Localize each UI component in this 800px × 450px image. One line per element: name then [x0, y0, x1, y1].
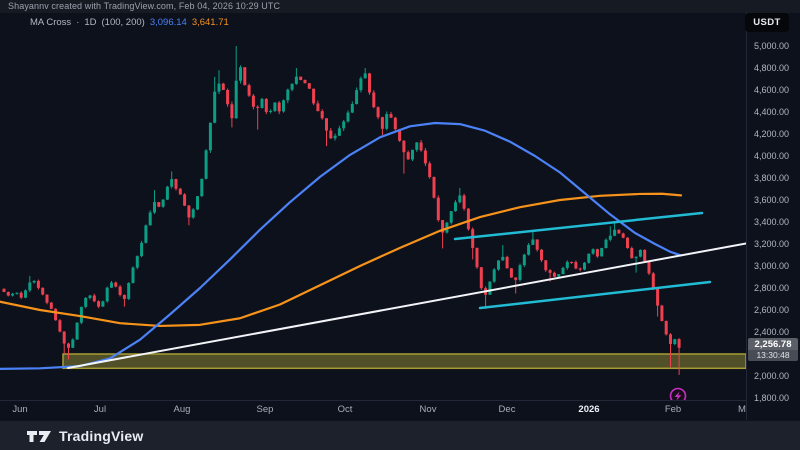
price-tick-label: 4,600.00: [754, 84, 790, 95]
legend-separator: ·: [76, 17, 80, 28]
price-tick-label: 2,000.00: [754, 370, 790, 381]
channel-lower-line[interactable]: [478, 280, 712, 310]
indicator-title: MA Cross: [30, 17, 72, 28]
price-tick-label: 1,800.00: [754, 392, 790, 403]
ma200-value: 3,641.71: [191, 17, 229, 28]
attribution-text: Shayannv created with TradingView.com, F…: [8, 1, 281, 11]
last-price-label: 2,256.78 13:30:48: [748, 337, 798, 361]
time-tick-label: Dec: [498, 404, 516, 415]
price-tick-label: 3,800.00: [754, 172, 790, 183]
ascending-trendline[interactable]: [67, 242, 747, 369]
time-scale[interactable]: Jun Jul Aug Sep Oct Nov Dec 2026 Feb M: [0, 400, 746, 421]
time-tick-label: Nov: [419, 404, 437, 415]
price-tick-label: 4,000.00: [754, 150, 790, 161]
ma100-line: [0, 121, 683, 370]
price-tick-label: 4,200.00: [754, 128, 790, 139]
price-tick-label: 2,600.00: [754, 304, 790, 315]
event-marker-lightning-icon[interactable]: [669, 387, 687, 405]
quote-currency-button[interactable]: USDT: [745, 13, 789, 32]
time-tick-label: Jun: [12, 404, 28, 415]
ma100-value: 3,096.14: [149, 17, 187, 28]
indicator-legend[interactable]: MA Cross · 1D (100, 200) 3,096.14 3,641.…: [30, 17, 229, 28]
price-tick-label: 2,800.00: [754, 282, 790, 293]
time-tick-label: Aug: [173, 404, 191, 415]
time-tick-label: Feb: [664, 404, 682, 415]
ma200-line: [0, 192, 683, 328]
time-tick-label: Jul: [93, 404, 107, 415]
price-tick-label: 5,000.00: [754, 40, 790, 51]
price-tick-label: 3,600.00: [754, 194, 790, 205]
price-tick-label: 4,800.00: [754, 62, 790, 73]
price-tick-label: 2,400.00: [754, 326, 790, 337]
price-tick-label: 3,200.00: [754, 238, 790, 249]
channel-upper-line[interactable]: [453, 211, 704, 241]
last-price-value: 2,256.78: [748, 337, 798, 350]
price-tick-label: 3,000.00: [754, 260, 790, 271]
tradingview-logo-icon: [27, 431, 51, 442]
indicator-params: (100, 200): [101, 17, 145, 28]
tradingview-logo[interactable]: TradingView: [26, 427, 143, 445]
candlestick-chart[interactable]: [0, 12, 747, 405]
support-zone[interactable]: [62, 353, 747, 370]
chart-interval: 1D: [84, 17, 97, 28]
chart-plot-area[interactable]: [0, 12, 747, 405]
price-scale[interactable]: 2,256.78 13:30:48 5,000.00 4,800.00 4,600.…: [746, 12, 800, 420]
time-tick-label: Sep: [256, 404, 274, 415]
footer-bar: TradingView: [0, 420, 800, 450]
price-tick-label: 4,400.00: [754, 106, 790, 117]
candles-group: [2, 46, 681, 375]
attribution-bar: Shayannv created with TradingView.com, F…: [0, 0, 800, 13]
price-tick-label: 3,400.00: [754, 216, 790, 227]
time-tick-label: 2026: [578, 404, 600, 415]
bar-countdown: 13:30:48: [748, 349, 798, 361]
time-tick-label: Oct: [337, 404, 353, 415]
tradingview-wordmark: TradingView: [59, 428, 144, 444]
time-tick-label: M: [738, 404, 746, 415]
